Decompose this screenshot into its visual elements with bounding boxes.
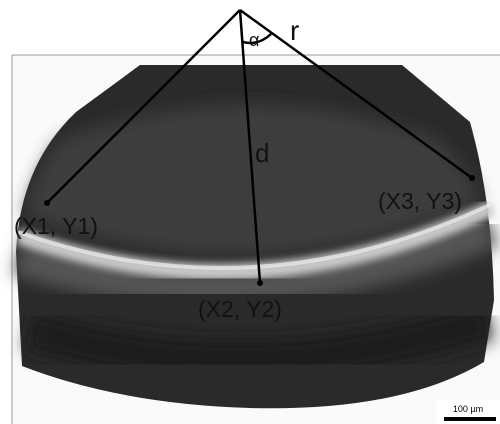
point2-dot — [257, 280, 263, 286]
radius-label: r — [290, 15, 299, 46]
scale-bar — [444, 417, 496, 421]
point1-dot — [44, 200, 50, 206]
distance-label: d — [255, 138, 269, 168]
figure: r α d (X1, Y1) (X2, Y2) (X3, Y3) 100 µm — [0, 0, 500, 424]
point3-dot — [469, 175, 475, 181]
scale-bar-label: 100 µm — [453, 404, 483, 414]
angle-label: α — [249, 30, 259, 50]
point2-label: (X2, Y2) — [198, 296, 282, 322]
point1-label: (X1, Y1) — [14, 213, 98, 239]
point3-label: (X3, Y3) — [378, 188, 462, 214]
